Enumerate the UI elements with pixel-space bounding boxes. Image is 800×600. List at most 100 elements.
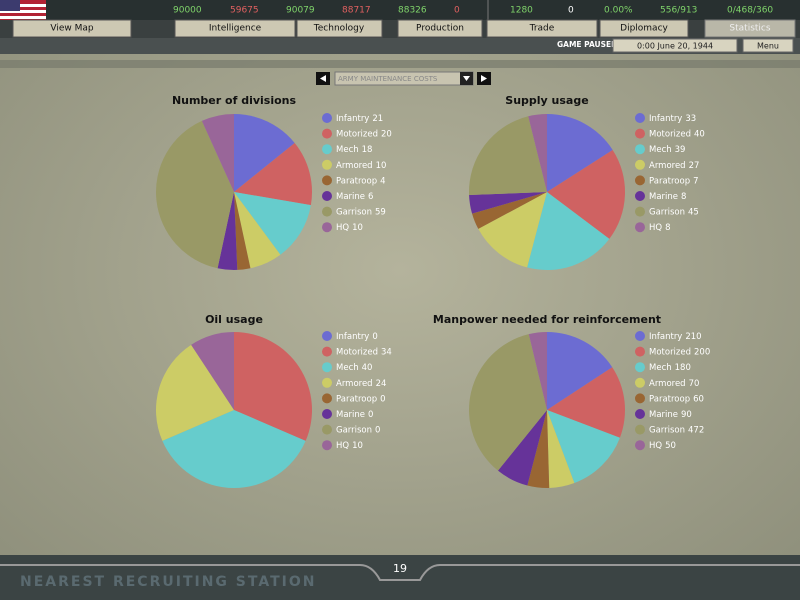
legend-value: 27	[689, 160, 700, 170]
legend-swatch	[635, 206, 645, 217]
tab[interactable]	[296, 19, 383, 38]
tab[interactable]	[599, 19, 689, 38]
pie-slice	[156, 120, 234, 269]
tab[interactable]	[12, 19, 132, 38]
menu-label[interactable]: Menu	[757, 42, 779, 51]
tab[interactable]	[486, 19, 598, 38]
pie-slice	[547, 114, 613, 192]
legend-name: Marine	[649, 410, 678, 420]
legend-name: Paratroop	[336, 394, 377, 404]
legend-swatch	[322, 144, 332, 155]
pie-slice	[201, 114, 234, 192]
tab-label[interactable]: Statistics	[729, 24, 770, 34]
legend-name: Infantry	[649, 332, 682, 342]
dropdown-arrow	[463, 76, 470, 81]
stat-units: 0/468/360	[727, 6, 773, 16]
legend-value: 60	[693, 394, 704, 404]
legend-entry: Paratroop 4	[336, 176, 386, 186]
legend-name: Infantry	[649, 114, 682, 124]
legend-swatch	[635, 424, 645, 435]
legend-value: 20	[381, 129, 392, 139]
legend-swatch	[322, 206, 332, 217]
tab-label[interactable]: Diplomacy	[620, 24, 668, 34]
legend-swatch	[322, 409, 332, 419]
tab-label[interactable]: Trade	[529, 24, 555, 34]
prev-arrow	[320, 75, 326, 82]
tab-label[interactable]: Intelligence	[209, 24, 262, 34]
legend-value: 40	[694, 129, 705, 139]
pause-status: GAME PAUSED	[557, 40, 617, 49]
chart-title: Manpower needed for reinforcement	[433, 313, 661, 326]
footer-frame	[0, 564, 800, 581]
legend-value: 24	[376, 378, 387, 388]
tab[interactable]	[397, 19, 483, 38]
legend-swatch	[635, 393, 645, 404]
legend-name: Mech	[336, 145, 359, 155]
legend-entry: Mech 40	[336, 363, 372, 373]
legend-swatch	[635, 409, 645, 419]
pie-slice	[234, 192, 251, 270]
legend-name: Infantry	[336, 114, 369, 124]
legend-swatch	[322, 346, 332, 357]
tab-label[interactable]: View Map	[50, 24, 93, 34]
resource-money: 0	[454, 6, 460, 16]
tab-label[interactable]: Technology	[313, 24, 365, 34]
legend-swatch	[322, 191, 332, 201]
dropdown-label[interactable]: ARMY MAINTENANCE COSTS	[338, 75, 438, 83]
legend-swatch	[635, 331, 645, 341]
legend-entry: Infantry 33	[649, 114, 696, 124]
pie-slice	[156, 344, 234, 441]
legend-value: 0	[368, 410, 373, 420]
legend-swatch	[635, 362, 645, 373]
legend-entry: Garrison 0	[336, 425, 380, 435]
chart-title: Oil usage	[205, 313, 263, 326]
legend-entry: HQ 50	[649, 441, 676, 451]
pie-slice	[234, 332, 312, 441]
legend-swatch	[322, 175, 332, 186]
stat-manpower: 1280	[510, 6, 533, 16]
legend-swatch	[635, 159, 645, 170]
legend-name: Garrison	[649, 425, 685, 435]
legend-entry: Paratroop 0	[336, 394, 386, 404]
resource-oil: 88717	[342, 6, 371, 16]
tab-label[interactable]: Production	[416, 24, 464, 34]
pie-slice	[191, 332, 234, 410]
legend-name: Armored	[649, 378, 686, 388]
legend-value: 59	[375, 207, 386, 217]
legend-name: Motorized	[336, 129, 378, 139]
pie-slice	[547, 410, 575, 488]
legend-name: Marine	[649, 192, 678, 202]
legend-name: Marine	[336, 410, 365, 420]
legend-entry: Motorized 200	[649, 347, 710, 357]
stat-transports: 0	[568, 6, 574, 16]
legend-name: Motorized	[649, 129, 691, 139]
date: 0:00 June 20, 1944	[637, 42, 713, 51]
legend-value: 21	[372, 114, 383, 124]
legend-swatch	[635, 175, 645, 186]
pie-slice	[162, 410, 306, 488]
legend-value: 40	[362, 363, 373, 373]
pie-slice	[497, 410, 547, 486]
tab[interactable]	[174, 19, 296, 38]
legend-value: 0	[372, 332, 377, 342]
legend-name: Mech	[649, 145, 672, 155]
pie-slice	[547, 332, 613, 410]
legend-value: 4	[380, 176, 385, 186]
legend-entry: HQ 10	[336, 441, 363, 451]
legend-value: 10	[352, 441, 363, 451]
legend-name: Motorized	[649, 347, 691, 357]
legend-entry: Armored 27	[649, 160, 699, 170]
legend-name: Paratroop	[649, 176, 690, 186]
legend-entry: Paratroop 7	[649, 176, 699, 186]
tab-active[interactable]	[704, 19, 796, 38]
legend-entry: Infantry 210	[649, 332, 702, 342]
footer-caption: NEAREST RECRUITING STATION	[20, 574, 316, 590]
pie-slice	[528, 114, 547, 192]
legend-entry: Marine 8	[649, 192, 686, 202]
legend-entry: Mech 180	[649, 363, 691, 373]
menu-button[interactable]	[742, 38, 794, 53]
pie-slice	[547, 149, 625, 239]
legend-name: Marine	[336, 192, 365, 202]
legend-entry: HQ 8	[649, 223, 671, 233]
